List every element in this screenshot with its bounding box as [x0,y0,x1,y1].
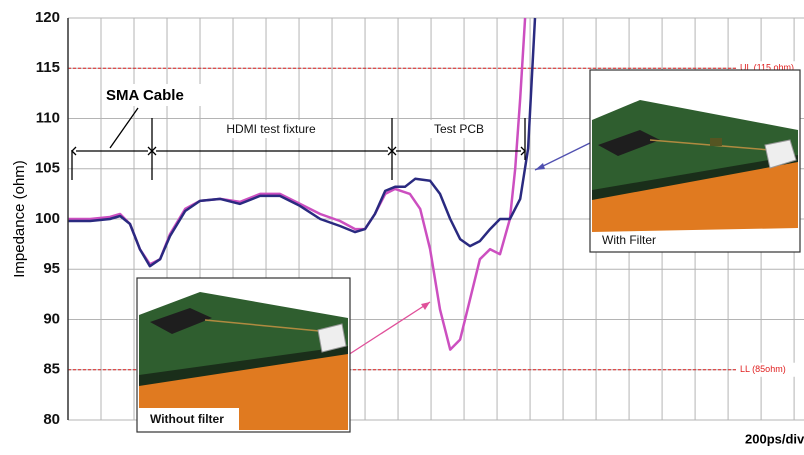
page: UL (115 ohm)LL (85ohm) Impedance (ohm) 2… [0,0,804,450]
pointer-head [535,163,545,170]
y-tick-label: 80 [43,411,60,428]
y-tick-label: 110 [36,109,60,126]
annotation: SMA Cable [106,87,184,104]
y-tick-label: 95 [43,260,60,277]
chart: UL (115 ohm)LL (85ohm) Impedance (ohm) 2… [0,0,804,450]
y-tick-label: 100 [35,210,60,227]
x-axis-title: 200ps/div [745,431,804,446]
limit-label: LL (85ohm) [740,364,786,374]
inset-without-filter: Without filter [137,278,350,432]
annotation: HDMI test fixture [226,122,316,136]
inset-with-filter: With Filter [590,70,800,252]
pointer-head [421,302,430,310]
y-tick-label: 90 [43,310,60,327]
y-axis-title: Impedance (ohm) [11,160,28,278]
inset-label: Without filter [150,412,224,426]
annotation: Test PCB [434,122,484,136]
y-tick-label: 105 [35,160,60,177]
y-tick-label: 85 [43,361,60,378]
pointer [348,302,430,355]
series-line [68,18,535,266]
y-tick-label: 115 [36,59,60,76]
inset-label: With Filter [602,233,656,247]
y-tick-label: 120 [35,9,60,26]
